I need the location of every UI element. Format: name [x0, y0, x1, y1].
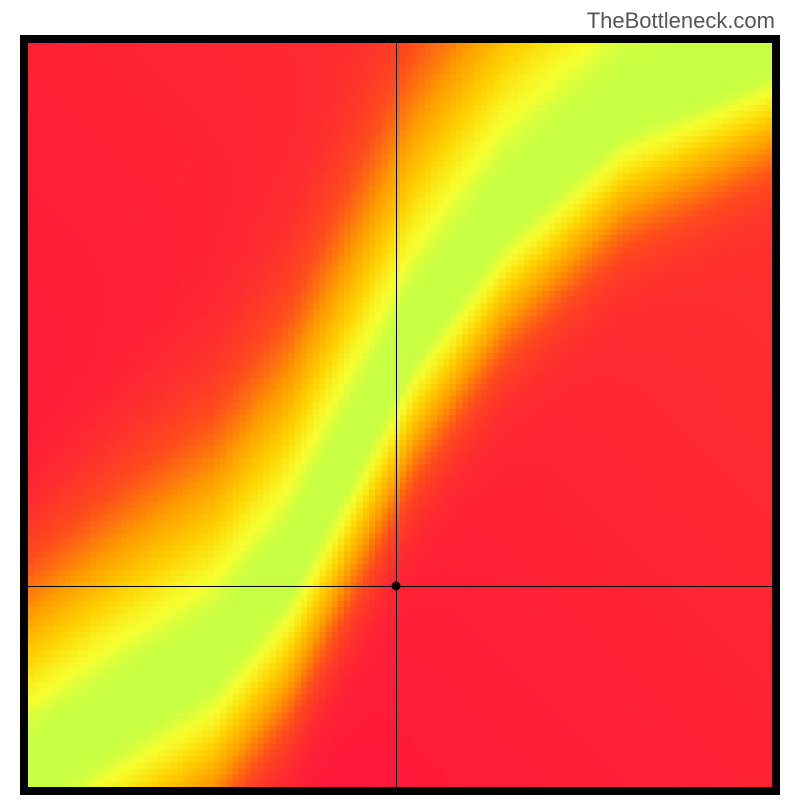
crosshair-vertical	[396, 43, 397, 787]
chart-container: TheBottleneck.com	[0, 0, 800, 800]
chart-frame	[20, 35, 780, 795]
heatmap-canvas	[28, 43, 772, 787]
heatmap	[28, 43, 772, 787]
crosshair-dot	[392, 582, 401, 591]
watermark-text: TheBottleneck.com	[587, 8, 775, 34]
